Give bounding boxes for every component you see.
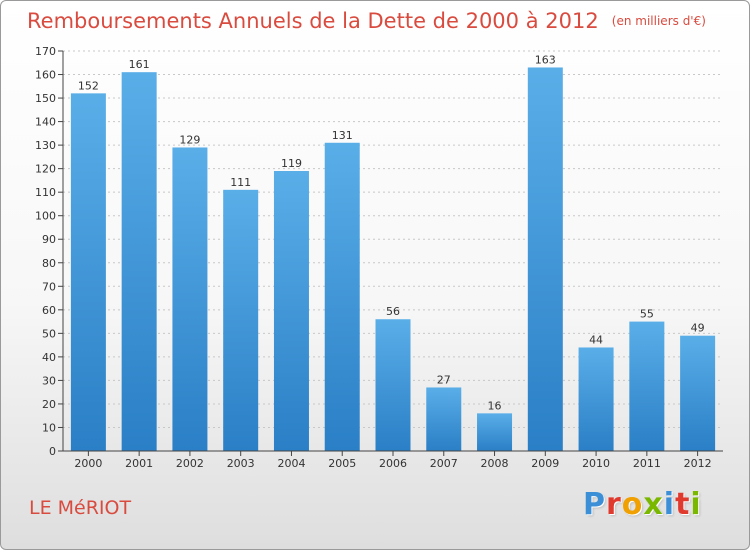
bar-2005 — [324, 142, 360, 451]
y-tick-label: 140 — [35, 116, 56, 129]
bar-2002 — [172, 147, 208, 451]
bar-2007 — [426, 387, 462, 451]
chart-title: Remboursements Annuels de la Dette de 20… — [27, 9, 599, 33]
data-label-2011: 55 — [640, 308, 654, 321]
y-tick-label: 10 — [42, 421, 56, 434]
data-label-2004: 119 — [281, 157, 302, 170]
y-tick-label: 150 — [35, 92, 56, 105]
logo-letter: o — [621, 487, 644, 522]
y-tick-label: 80 — [42, 257, 56, 270]
data-label-2001: 161 — [129, 58, 150, 71]
logo-letter: x — [643, 487, 664, 522]
logo-letter: i — [690, 487, 702, 522]
data-label-2006: 56 — [386, 305, 400, 318]
data-label-2010: 44 — [589, 333, 603, 346]
y-tick-label: 110 — [35, 186, 56, 199]
y-tick-label: 40 — [42, 351, 56, 364]
bar-2009 — [527, 67, 563, 452]
bar-2003 — [223, 189, 259, 451]
axis-layer: 0 10 20 30 40 50 60 70 80 90 100 110 120 130 140 150 160… — [35, 45, 723, 470]
y-tick-label: 160 — [35, 69, 56, 82]
data-label-2007: 27 — [437, 373, 451, 386]
data-label-2002: 129 — [179, 133, 200, 146]
data-label-2008: 16 — [488, 399, 502, 412]
logo-letter: i — [663, 487, 676, 522]
y-tick-label: 120 — [35, 163, 56, 176]
bar-2000 — [70, 93, 106, 452]
y-tick-label: 0 — [49, 445, 56, 458]
x-tick-label-2002: 2002 — [176, 457, 204, 470]
x-tick-label-2008: 2008 — [481, 457, 509, 470]
logo-letter: t — [675, 487, 691, 522]
y-tick-label: 20 — [42, 398, 56, 411]
data-label-2005: 131 — [332, 129, 353, 142]
bar-2008 — [477, 413, 513, 451]
bar-2012 — [680, 335, 716, 451]
x-tick-label-2009: 2009 — [531, 457, 559, 470]
logo-letter: r — [606, 487, 622, 522]
bar-2010 — [578, 347, 614, 451]
x-tick-label-2000: 2000 — [74, 457, 102, 470]
data-label-2012: 49 — [691, 322, 705, 335]
bar-2006 — [375, 319, 411, 451]
bar-2004 — [273, 171, 309, 451]
title-row: Remboursements Annuels de la Dette de 20… — [27, 9, 706, 33]
x-tick-label-2004: 2004 — [277, 457, 305, 470]
x-tick-label-2005: 2005 — [328, 457, 356, 470]
x-tick-label-2003: 2003 — [227, 457, 255, 470]
x-tick-label-2011: 2011 — [633, 457, 661, 470]
proxiti-logo: Proxiti — [583, 487, 702, 522]
x-tick-label-2001: 2001 — [125, 457, 153, 470]
place-name: LE MéRIOT — [29, 497, 132, 519]
y-tick-label: 70 — [42, 280, 56, 293]
data-label-2009: 163 — [535, 53, 556, 66]
y-tick-label: 60 — [42, 304, 56, 317]
x-tick-label-2012: 2012 — [684, 457, 712, 470]
bar-2011 — [629, 321, 665, 451]
data-label-2000: 152 — [78, 79, 99, 92]
x-tick-label-2007: 2007 — [430, 457, 458, 470]
y-tick-label: 90 — [42, 233, 56, 246]
data-label-2003: 111 — [230, 176, 251, 189]
y-tick-label: 130 — [35, 139, 56, 152]
y-tick-label: 100 — [35, 210, 56, 223]
x-tick-label-2010: 2010 — [582, 457, 610, 470]
y-tick-label: 50 — [42, 327, 56, 340]
bar-layer: 152 161 129 111 119 131 56 27 16 163 44 55 49 — [70, 53, 716, 452]
logo-letter: P — [583, 487, 606, 522]
x-tick-label-2006: 2006 — [379, 457, 407, 470]
bar-2001 — [121, 72, 157, 452]
chart-subtitle: (en milliers d'€) — [611, 14, 706, 28]
y-tick-label: 30 — [42, 374, 56, 387]
y-tick-label: 170 — [35, 45, 56, 58]
